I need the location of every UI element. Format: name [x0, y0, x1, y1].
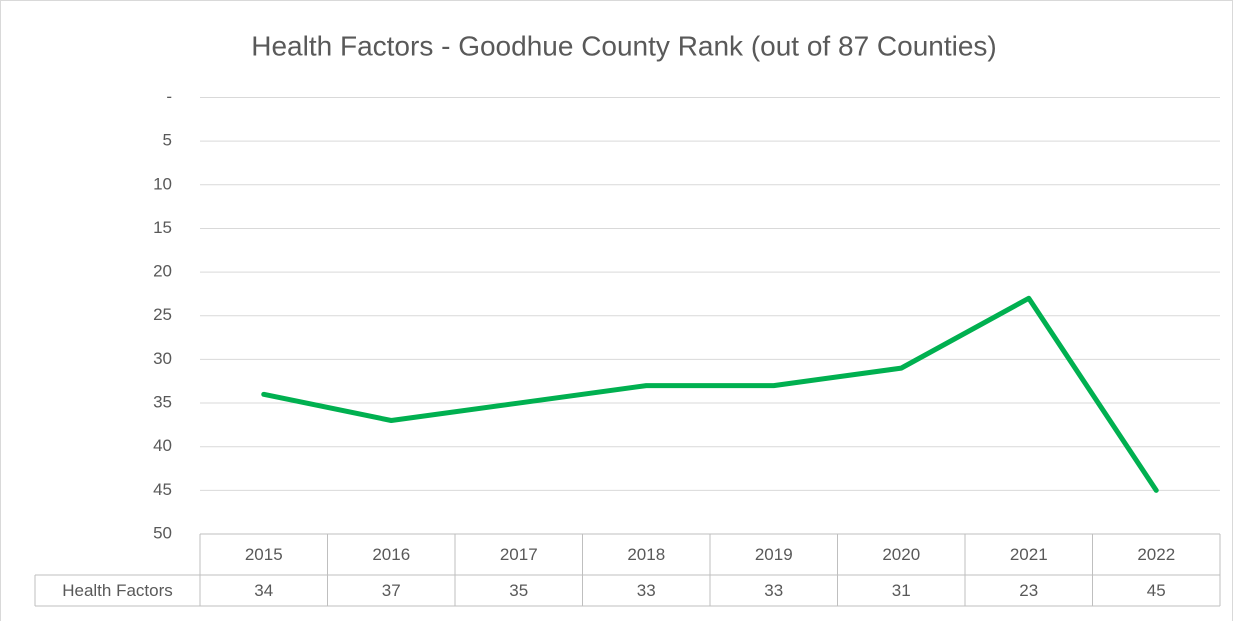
y-tick-label: 50 [153, 523, 172, 542]
x-tick-label: 2021 [1010, 545, 1048, 564]
y-tick-label: - [166, 87, 172, 106]
y-tick-label: 5 [163, 131, 172, 150]
x-tick-label: 2017 [500, 545, 538, 564]
y-tick-label: 10 [153, 174, 172, 193]
y-tick-label: 25 [153, 305, 172, 324]
table-value: 35 [509, 581, 528, 600]
x-tick-label: 2015 [245, 545, 283, 564]
x-tick-label: 2018 [627, 545, 665, 564]
data-line [261, 295, 1159, 493]
table-value: 37 [382, 581, 401, 600]
table-value: 31 [892, 581, 911, 600]
y-tick-label: 30 [153, 349, 172, 368]
x-tick-label: 2020 [882, 545, 920, 564]
x-tick-label: 2016 [372, 545, 410, 564]
legend-label: Health Factors [62, 581, 173, 600]
x-tick-label: 2022 [1137, 545, 1175, 564]
y-tick-label: 15 [153, 218, 172, 237]
table-value: 33 [637, 581, 656, 600]
y-tick-label: 20 [153, 262, 172, 281]
y-tick-label: 45 [153, 480, 172, 499]
table-value: 45 [1147, 581, 1166, 600]
x-tick-label: 2019 [755, 545, 793, 564]
table-value: 34 [254, 581, 273, 600]
y-tick-label: 35 [153, 393, 172, 412]
table-value: 23 [1019, 581, 1038, 600]
y-tick-label: 40 [153, 436, 172, 455]
table-value: 33 [764, 581, 783, 600]
chart-title: Health Factors - Goodhue County Rank (ou… [251, 30, 997, 61]
